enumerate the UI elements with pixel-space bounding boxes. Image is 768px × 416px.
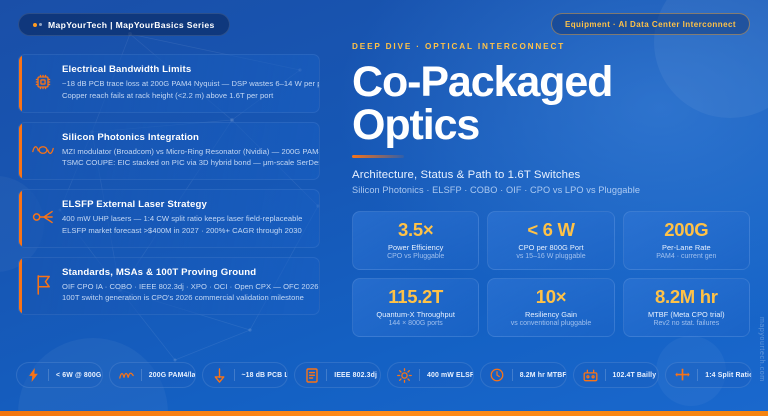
stat-card-power-efficiency[interactable]: 3.5× Power Efficiency CPO vs Pluggable bbox=[352, 210, 480, 270]
stat-value: < 6 W bbox=[527, 218, 575, 240]
flag-icon bbox=[32, 274, 54, 296]
info-card-line-2: ELSFP market forecast >$400M in 2027 · 2… bbox=[62, 225, 302, 235]
brand-badge[interactable]: MapYourTech | MapYourBasics Series bbox=[18, 13, 230, 36]
info-card-line-2: Copper reach fails at rack height (<2.2 … bbox=[62, 90, 274, 100]
bottom-accent-bar bbox=[0, 411, 768, 416]
chip-lane-rate[interactable]: 200G PAM4/lane bbox=[108, 362, 196, 388]
info-card-line-2: TSMC COUPE: EIC stacked on PIC via 3D hy… bbox=[62, 158, 320, 168]
chip-label: IEEE 802.3dj bbox=[334, 371, 378, 379]
stat-note: Rev2 no stat. failures bbox=[653, 319, 720, 327]
split-icon bbox=[675, 368, 690, 383]
stat-note: CPO vs Pluggable bbox=[387, 252, 445, 260]
info-card-electrical-bandwidth[interactable]: Electrical Bandwidth Limits ~18 dB PCB t… bbox=[18, 54, 320, 113]
chip-divider bbox=[233, 369, 235, 381]
stat-label: Power Efficiency bbox=[388, 242, 444, 252]
stat-card-per-lane-rate[interactable]: 200G Per-Lane Rate PAM4 · current gen bbox=[622, 210, 750, 270]
info-card-title: Electrical Bandwidth Limits bbox=[62, 64, 192, 75]
chip-mtbf[interactable]: 8.2M hr MTBF bbox=[479, 362, 567, 388]
info-card-title: Silicon Photonics Integration bbox=[62, 131, 200, 143]
stat-label: Resiliency Gain bbox=[524, 309, 578, 319]
info-card-body: Standards, MSAs & 100T Proving Ground OI… bbox=[62, 266, 319, 305]
stat-value: 3.5× bbox=[398, 218, 434, 240]
chip-label: 1:4 Split Ratio bbox=[705, 371, 752, 379]
hero-column: DEEP DIVE · OPTICAL INTERCONNECT Co-Pack… bbox=[352, 42, 750, 337]
info-card-title: ELSFP External Laser Strategy bbox=[62, 199, 207, 211]
title-underline-rule bbox=[352, 155, 404, 158]
chip-divider bbox=[48, 369, 49, 381]
stat-note: PAM4 · current gen bbox=[656, 252, 717, 260]
chip-standard[interactable]: IEEE 802.3dj bbox=[294, 362, 381, 388]
hero-title-line-1: Co-Packaged bbox=[352, 58, 613, 106]
stat-note: 144 × 800G ports bbox=[388, 319, 443, 327]
topic-badge[interactable]: Equipment · AI Data Center Interconnect bbox=[550, 13, 750, 35]
stat-label: Quantum-X Throughput bbox=[376, 309, 455, 319]
info-card-silicon-photonics[interactable]: Silicon Photonics Integration MZI modula… bbox=[18, 121, 320, 181]
info-card-standards-msa[interactable]: Standards, MSAs & 100T Proving Ground OI… bbox=[18, 256, 320, 316]
watermark-text: mapyourtech.com bbox=[758, 317, 765, 382]
stat-card-quantum-x-throughput[interactable]: 115.2T Quantum-X Throughput 144 × 800G p… bbox=[352, 277, 480, 337]
info-card-body: Silicon Photonics Integration MZI modula… bbox=[62, 131, 320, 170]
stat-card-mtbf[interactable]: 8.2M hr MTBF (Meta CPO trial) Rev2 no st… bbox=[622, 277, 750, 337]
stat-value: 115.2T bbox=[388, 285, 444, 307]
topic-badge-label: Equipment · AI Data Center Interconnect bbox=[564, 19, 736, 29]
chips-row: < 6W @ 800G 200G PAM4/lane ~18 dB PCB Lo… bbox=[16, 362, 752, 388]
stat-note: vs conventional pluggable bbox=[510, 319, 592, 327]
stat-value: 200G bbox=[664, 218, 709, 240]
stat-card-resiliency-gain[interactable]: 10× Resiliency Gain vs conventional plug… bbox=[487, 277, 615, 337]
hero-title-line-2: Optics bbox=[352, 100, 480, 149]
chip-divider bbox=[511, 369, 513, 381]
chip-laser-power[interactable]: 400 mW ELSFP bbox=[387, 362, 474, 388]
info-card-body: ELSFP External Laser Strategy 400 mW UHP… bbox=[62, 199, 307, 237]
chip-divider bbox=[419, 369, 420, 381]
info-card-line-1: OIF CPO IA · COBO · IEEE 802.3dj · XPO ·… bbox=[62, 281, 319, 291]
info-card-line-1: ~18 dB PCB trace loss at 200G PAM4 Nyqui… bbox=[62, 79, 320, 88]
bolt-icon bbox=[26, 368, 41, 383]
waveform-icon bbox=[32, 139, 54, 161]
stat-card-cpo-power-per-port[interactable]: < 6 W CPO per 800G Port vs 15–16 W plugg… bbox=[487, 210, 615, 270]
info-card-line-2: 100T switch generation is CPO's 2026 com… bbox=[62, 293, 304, 303]
document-icon bbox=[304, 367, 319, 383]
stats-grid: 3.5× Power Efficiency CPO vs Pluggable <… bbox=[352, 210, 750, 337]
chip-switch-capacity[interactable]: 102.4T Bailly bbox=[572, 362, 660, 388]
info-card-body: Electrical Bandwidth Limits ~18 dB PCB t… bbox=[62, 64, 320, 102]
hero-subtitle-secondary: Silicon Photonics · ELSFP · COBO · OIF ·… bbox=[352, 184, 641, 195]
stat-label: Per-Lane Rate bbox=[661, 242, 711, 252]
brand-dots-icon bbox=[33, 22, 42, 27]
chip-divider bbox=[697, 369, 699, 381]
switch-icon bbox=[583, 368, 598, 383]
clock-icon bbox=[490, 368, 505, 383]
chip-label: 102.4T Bailly bbox=[612, 371, 657, 379]
hero-eyebrow: DEEP DIVE · OPTICAL INTERCONNECT bbox=[352, 42, 566, 51]
chip-label: 400 mW ELSFP bbox=[427, 371, 473, 379]
page-title: Co-Packaged Optics bbox=[352, 61, 750, 146]
brand-badge-label: MapYourTech | MapYourBasics Series bbox=[48, 19, 215, 30]
chip-pcb-loss[interactable]: ~18 dB PCB Loss bbox=[201, 362, 289, 388]
stat-value: 10× bbox=[535, 285, 567, 307]
info-card-title: Standards, MSAs & 100T Proving Ground bbox=[62, 266, 257, 278]
hero-subtitle: Architecture, Status & Path to 1.6T Swit… bbox=[352, 168, 581, 181]
chip-split-ratio[interactable]: 1:4 Split Ratio bbox=[665, 362, 752, 388]
chip-label: 200G PAM4/lane bbox=[148, 371, 196, 379]
stat-label: MTBF (Meta CPO trial) bbox=[648, 309, 725, 319]
stat-label: CPO per 800G Port bbox=[518, 242, 584, 252]
waveform-icon bbox=[118, 368, 134, 383]
stat-value: 8.2M hr bbox=[654, 285, 718, 307]
sun-laser-icon bbox=[397, 367, 412, 383]
info-card-elsfp-laser[interactable]: ELSFP External Laser Strategy 400 mW UHP… bbox=[18, 189, 320, 248]
chip-label: ~18 dB PCB Loss bbox=[241, 371, 289, 379]
laser-split-icon bbox=[32, 206, 54, 228]
info-card-line-1: MZI modulator (Broadcom) vs Micro-Ring R… bbox=[62, 146, 320, 156]
info-card-line-1: 400 mW UHP lasers — 1:4 CW split ratio k… bbox=[62, 214, 303, 224]
chip-power-budget[interactable]: < 6W @ 800G bbox=[16, 362, 103, 388]
chip-divider bbox=[326, 369, 328, 381]
info-cards-column: Electrical Bandwidth Limits ~18 dB PCB t… bbox=[18, 54, 320, 324]
chip-divider bbox=[140, 369, 142, 381]
chip-divider bbox=[604, 369, 606, 381]
chip-icon bbox=[32, 71, 54, 93]
loss-arrow-icon bbox=[212, 367, 227, 383]
chip-label: 8.2M hr MTBF bbox=[519, 371, 567, 379]
chip-label: < 6W @ 800G bbox=[56, 371, 102, 379]
stat-note: vs 15–16 W pluggable bbox=[516, 252, 586, 260]
